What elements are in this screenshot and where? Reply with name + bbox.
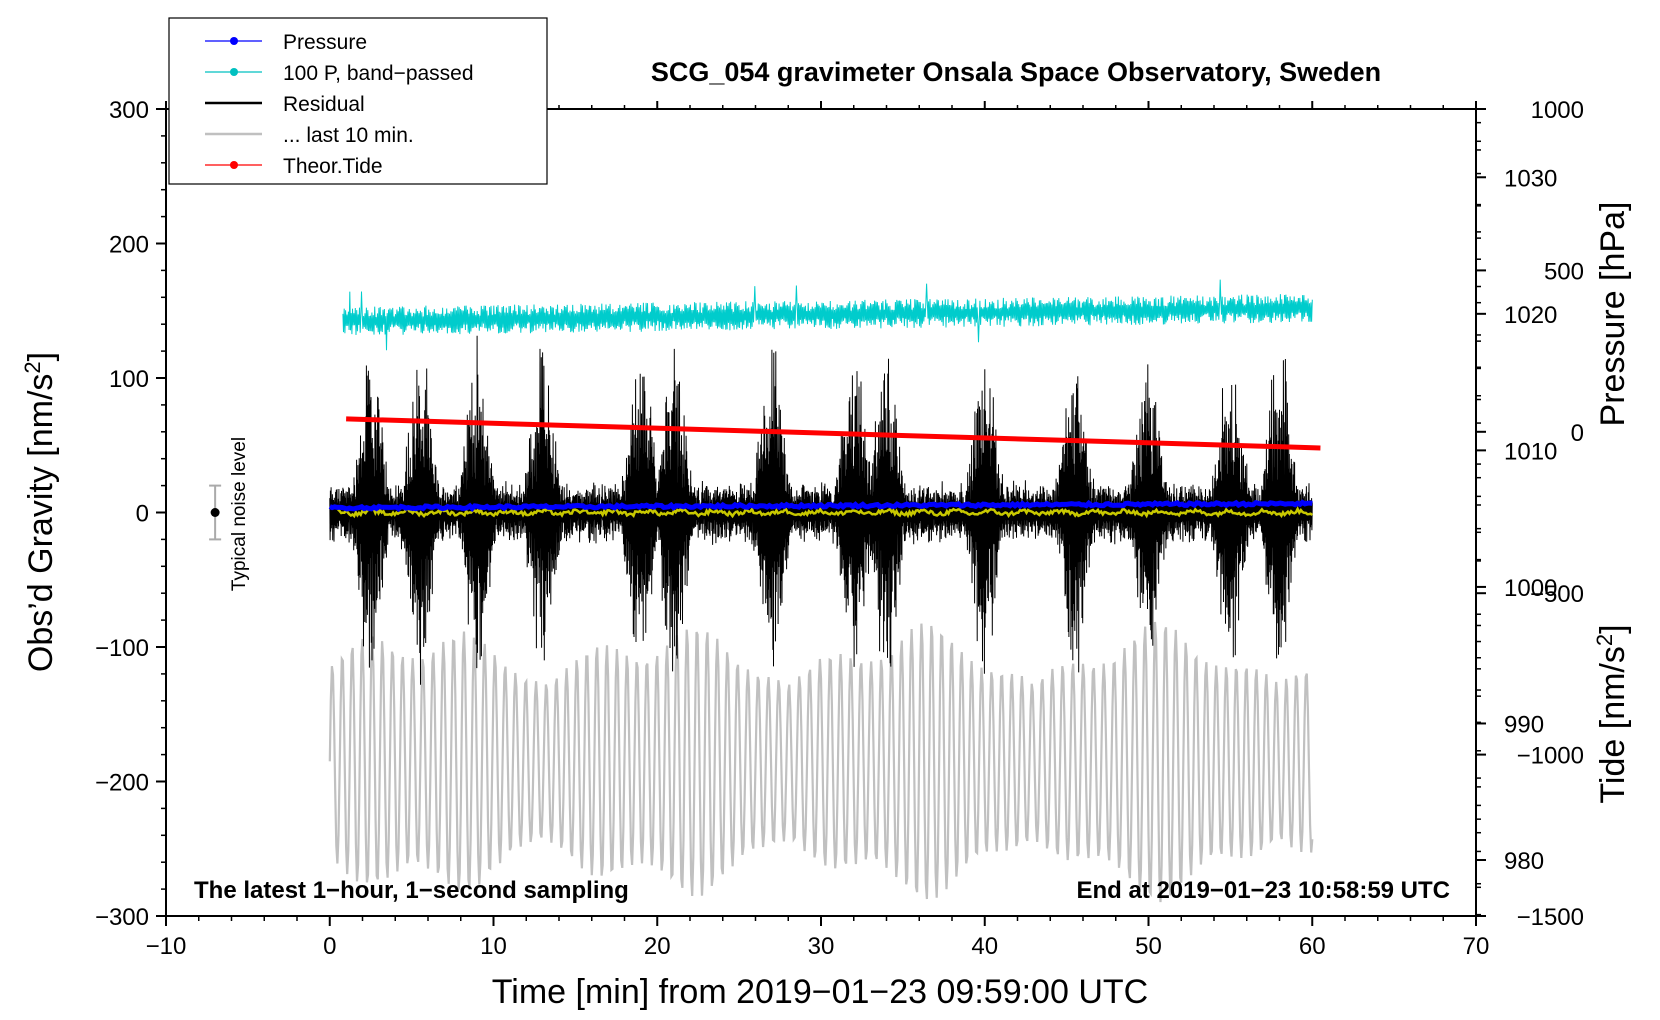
pressure-axis-title: Pressure [hPa] bbox=[1594, 202, 1632, 427]
legend: Pressure 100 P, band−passed Residual ... la… bbox=[168, 17, 548, 185]
x-axis-ticks: −10 0 10 20 30 40 50 60 70 bbox=[146, 101, 1490, 960]
legend-marker bbox=[230, 37, 238, 45]
tide-axis-title-main: Tide [nm/s bbox=[1594, 646, 1632, 803]
tide-tick-label: −500 bbox=[1530, 581, 1584, 608]
series-last-10-min bbox=[328, 621, 1314, 903]
pressure-tick-label: 1020 bbox=[1504, 302, 1557, 329]
legend-label: Theor.Tide bbox=[283, 155, 383, 178]
y-tick-label: 100 bbox=[109, 366, 149, 393]
x-tick-label: 20 bbox=[644, 933, 671, 960]
y-axis-title-end: ] bbox=[22, 352, 60, 361]
tide-tick-label: −1500 bbox=[1517, 904, 1584, 931]
x-tick-label: 30 bbox=[808, 933, 835, 960]
tide-tick-label: −1000 bbox=[1517, 743, 1584, 770]
pressure-axis-ticks: 980 990 1000 1010 1020 1030 bbox=[1476, 121, 1557, 916]
x-tick-label: 50 bbox=[1135, 933, 1162, 960]
y-tick-label: 0 bbox=[136, 501, 149, 528]
noise-bar-dot bbox=[210, 508, 220, 517]
series-pressure bbox=[328, 499, 1313, 513]
x-tick-label: 40 bbox=[971, 933, 998, 960]
pressure-tick-label: 1010 bbox=[1504, 438, 1557, 465]
legend-marker bbox=[230, 68, 238, 76]
x-tick-label: 60 bbox=[1299, 933, 1326, 960]
legend-label: ... last 10 min. bbox=[283, 124, 414, 147]
legend-box bbox=[168, 17, 548, 185]
tide-tick-label: 500 bbox=[1544, 258, 1584, 285]
y-tick-label: 200 bbox=[109, 232, 149, 259]
last-10-min-line bbox=[328, 621, 1314, 903]
pressure-tick-label: 1000 bbox=[1504, 575, 1557, 602]
y-tick-label: 300 bbox=[109, 97, 149, 124]
tide-tick-label: 1000 bbox=[1531, 97, 1584, 124]
pressure-tick-label: 980 bbox=[1504, 848, 1544, 875]
x-tick-label: 70 bbox=[1463, 933, 1490, 960]
pressure-tick-label: 1030 bbox=[1504, 165, 1557, 192]
tide-axis-title: Tide [nm/s2] bbox=[1592, 624, 1633, 803]
theor-tide-line bbox=[346, 416, 1321, 451]
legend-label: Residual bbox=[283, 93, 365, 116]
chart-title: SCG_054 gravimeter Onsala Space Observat… bbox=[651, 57, 1381, 87]
x-tick-label: 10 bbox=[480, 933, 507, 960]
residual-line bbox=[329, 335, 1313, 685]
legend-label: 100 P, band−passed bbox=[283, 62, 474, 85]
pressure-tick-label: 990 bbox=[1504, 711, 1544, 738]
y-tick-label: −100 bbox=[95, 635, 149, 662]
x-axis-title: Time [min] from 2019−01−23 09:59:00 UTC bbox=[492, 973, 1148, 1011]
y-axis-title: Obs’d Gravity [nm/s2] bbox=[20, 352, 61, 672]
x-tick-label: −10 bbox=[146, 933, 187, 960]
tide-axis-title-end: ] bbox=[1594, 624, 1632, 633]
tide-axis-ticks: −1500 −1000 −500 0 500 1000 bbox=[1476, 97, 1584, 931]
x-tick-label: 0 bbox=[323, 933, 336, 960]
series-residual bbox=[329, 335, 1313, 685]
annotation-sampling: The latest 1−hour, 1−second sampling bbox=[194, 877, 629, 904]
y-axis-ticks: −300 −200 −100 0 100 200 300 bbox=[95, 97, 166, 931]
legend-marker bbox=[230, 161, 238, 169]
typical-noise-bar bbox=[209, 484, 222, 541]
y-tick-label: −300 bbox=[95, 904, 149, 931]
series-band-passed-pressure bbox=[342, 279, 1313, 351]
tide-tick-label: 0 bbox=[1571, 420, 1584, 447]
legend-label: Pressure bbox=[283, 31, 367, 54]
tide-axis-title-sup: 2 bbox=[1592, 634, 1617, 646]
y-axis-title-main: Obs’d Gravity [nm/s bbox=[22, 374, 60, 673]
band-passed-line bbox=[342, 279, 1313, 351]
filtered-residual-line bbox=[337, 505, 1314, 519]
annotation-end-time: End at 2019−01−23 10:58:59 UTC bbox=[1076, 877, 1450, 904]
noise-label: Typical noise level bbox=[229, 437, 250, 591]
series-residual-filtered bbox=[337, 505, 1314, 519]
series-theoretical-tide bbox=[346, 416, 1321, 451]
y-axis-title-sup: 2 bbox=[20, 361, 45, 373]
pressure-line bbox=[328, 499, 1313, 513]
y-tick-label: −200 bbox=[95, 770, 149, 797]
